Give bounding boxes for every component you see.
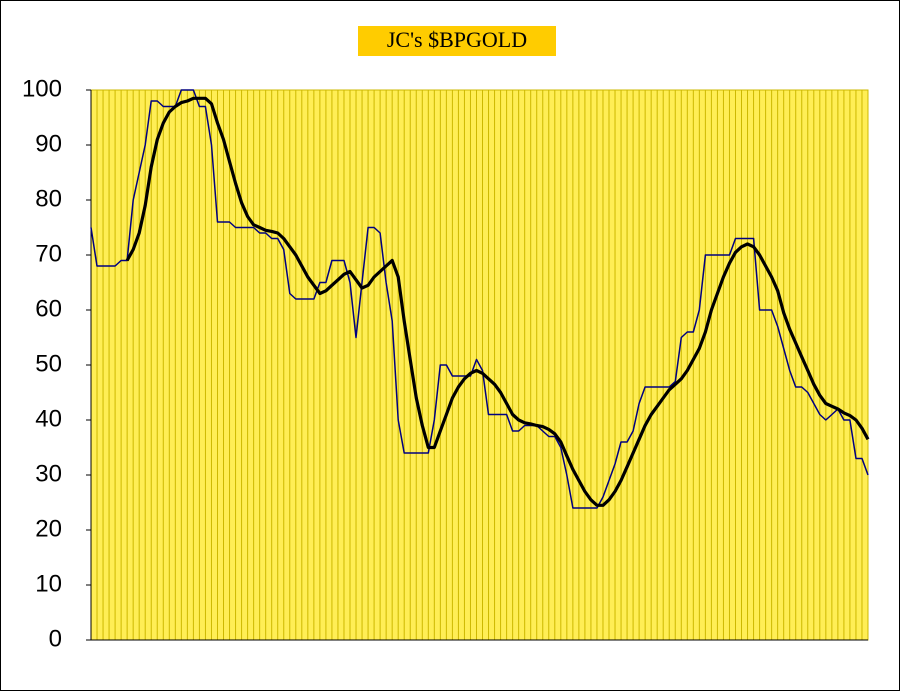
y-tick-label: 60 [35,295,62,322]
y-tick-label: 30 [35,460,62,487]
y-tick-label: 50 [35,350,62,377]
y-tick-label: 100 [22,75,62,102]
y-tick-label: 20 [35,515,62,542]
series-line [125,96,870,507]
y-tick-label: 70 [35,240,62,267]
y-tick-label: 80 [35,185,62,212]
chart-title: JC's $BPGOLD [387,27,527,52]
y-tick-label: 0 [49,625,62,652]
series-line [90,89,869,509]
title-box [358,26,556,56]
y-tick-label: 10 [35,570,62,597]
y-tick-label: 40 [35,405,62,432]
y-tick-label: 90 [35,130,62,157]
